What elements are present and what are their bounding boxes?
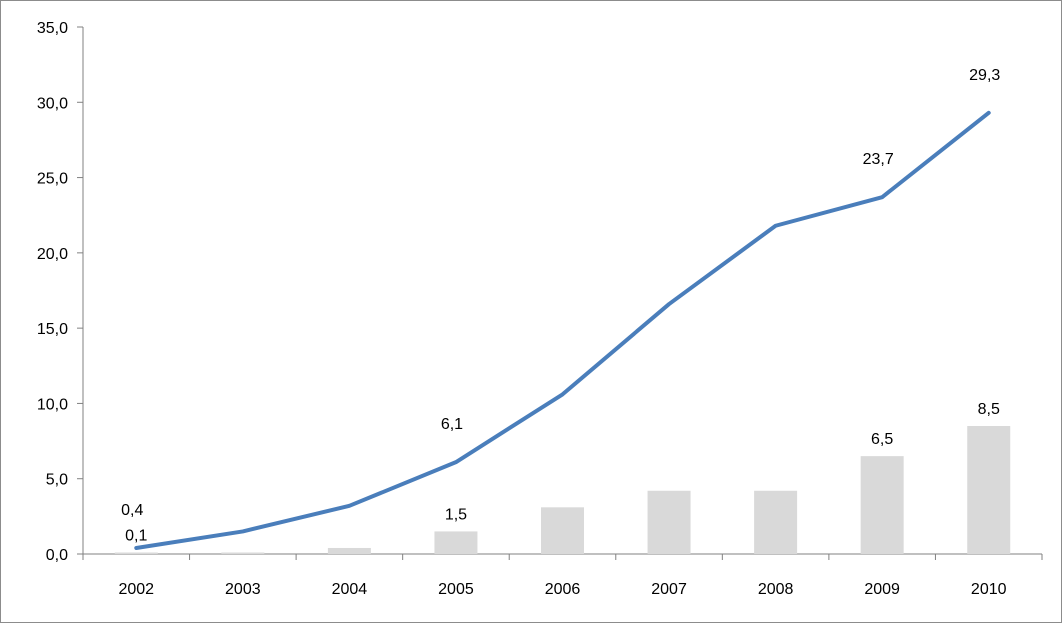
x-tick-label: 2002 (118, 581, 154, 598)
line-point (455, 461, 457, 463)
bar (541, 507, 584, 554)
x-tick-label: 2007 (651, 581, 687, 598)
line-data-label: 23,7 (863, 151, 894, 168)
bar (967, 426, 1011, 554)
bar (434, 531, 478, 554)
data-labels: 0,4 6,1 23,7 29,3 0,1 1,5 6,5 8,5 (121, 67, 1000, 545)
bar-data-label: 8,5 (978, 401, 1000, 418)
line-point (668, 303, 670, 305)
x-tick-label: 2010 (971, 581, 1007, 598)
line-point (881, 196, 883, 198)
x-tick-label: 2008 (758, 581, 794, 598)
bar (221, 552, 265, 554)
bar (647, 490, 691, 554)
y-tick-label: 10,0 (37, 396, 68, 413)
axes: 0,0 5,0 10,0 15,0 20,0 25,0 30,0 35,0 2002 2003 20… (37, 20, 1043, 598)
x-tick-label: 2006 (545, 581, 581, 598)
y-tick-label: 30,0 (37, 95, 68, 112)
line-point (242, 530, 244, 532)
y-tick-label: 35,0 (37, 20, 68, 37)
bar-data-label: 1,5 (445, 506, 467, 523)
bar (860, 456, 904, 554)
line-data-label: 29,3 (969, 67, 1000, 84)
line-point (988, 112, 990, 114)
x-tick-label: 2004 (332, 581, 368, 598)
line-point (348, 505, 350, 507)
line-point (775, 225, 777, 227)
line-data-label: 6,1 (441, 416, 463, 433)
line-point (562, 393, 563, 395)
bar-data-label: 6,5 (871, 431, 893, 448)
bar (327, 547, 371, 554)
line-data-label: 0,4 (121, 502, 143, 519)
bar-series (114, 426, 1011, 554)
bar-data-label: 0,1 (125, 527, 147, 544)
y-tick-label: 20,0 (37, 246, 68, 263)
x-tick-label: 2005 (438, 581, 474, 598)
y-tick-label: 5,0 (46, 472, 68, 489)
y-tick-label: 0,0 (46, 547, 68, 564)
x-tick-label: 2009 (864, 581, 900, 598)
y-tick-label: 25,0 (37, 171, 68, 188)
y-tick-label: 15,0 (37, 321, 68, 338)
line-series (134, 110, 991, 550)
line-point (135, 547, 137, 549)
x-tick-label: 2003 (225, 581, 261, 598)
bar (754, 490, 798, 554)
bar (114, 552, 158, 554)
